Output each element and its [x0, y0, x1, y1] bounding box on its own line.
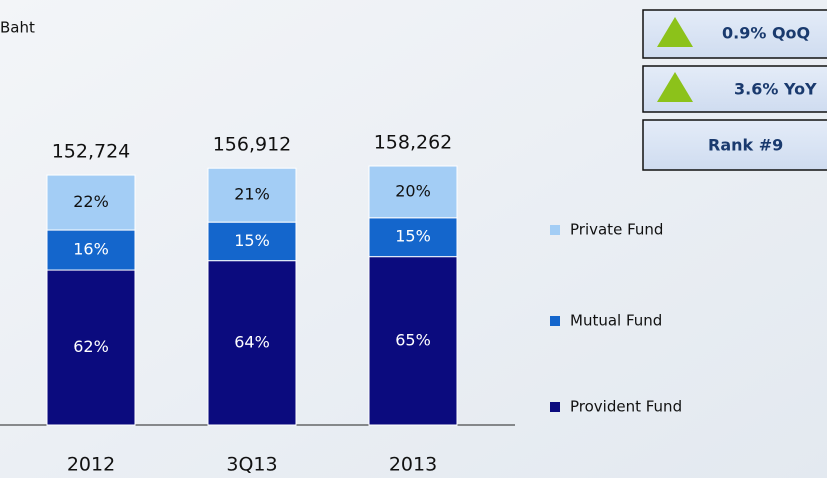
total-label: 152,724	[52, 141, 131, 163]
badge-text: Rank #9	[708, 136, 783, 155]
x-tick-label: 2012	[67, 454, 115, 476]
bar-segment	[207, 221, 297, 262]
legend-label: Private Fund	[570, 221, 663, 239]
segment-label: 21%	[234, 185, 270, 204]
legend-swatch	[550, 402, 560, 412]
legend-swatch	[550, 225, 560, 235]
bar-segment	[368, 256, 458, 426]
x-tick-label: 2013	[389, 454, 437, 476]
segment-label: 20%	[395, 181, 431, 200]
total-label: 156,912	[213, 134, 292, 156]
bar-segment	[46, 174, 136, 231]
legend-swatch	[550, 316, 560, 326]
badge-text: 3.6% YoY	[734, 80, 817, 99]
legend-label: Provident Fund	[570, 398, 682, 416]
up-arrow	[657, 72, 693, 102]
x-tick-label: 3Q13	[226, 454, 277, 476]
unit-label: Baht	[0, 19, 35, 37]
segment-label: 64%	[234, 332, 270, 351]
segment-label: 16%	[73, 240, 109, 259]
segment-label: 15%	[395, 227, 431, 246]
segment-label: 62%	[73, 337, 109, 356]
bar-segment	[368, 165, 458, 219]
segment-label: 15%	[234, 231, 270, 250]
legend-label: Mutual Fund	[570, 312, 662, 330]
segment-label: 22%	[73, 192, 109, 211]
total-label: 158,262	[374, 132, 453, 154]
badge-text: 0.9% QoQ	[722, 24, 810, 43]
bar-segment	[207, 167, 297, 223]
badge-box	[642, 119, 827, 171]
up-arrow	[657, 17, 693, 47]
bar-segment	[207, 260, 297, 426]
segment-label: 65%	[395, 330, 431, 349]
